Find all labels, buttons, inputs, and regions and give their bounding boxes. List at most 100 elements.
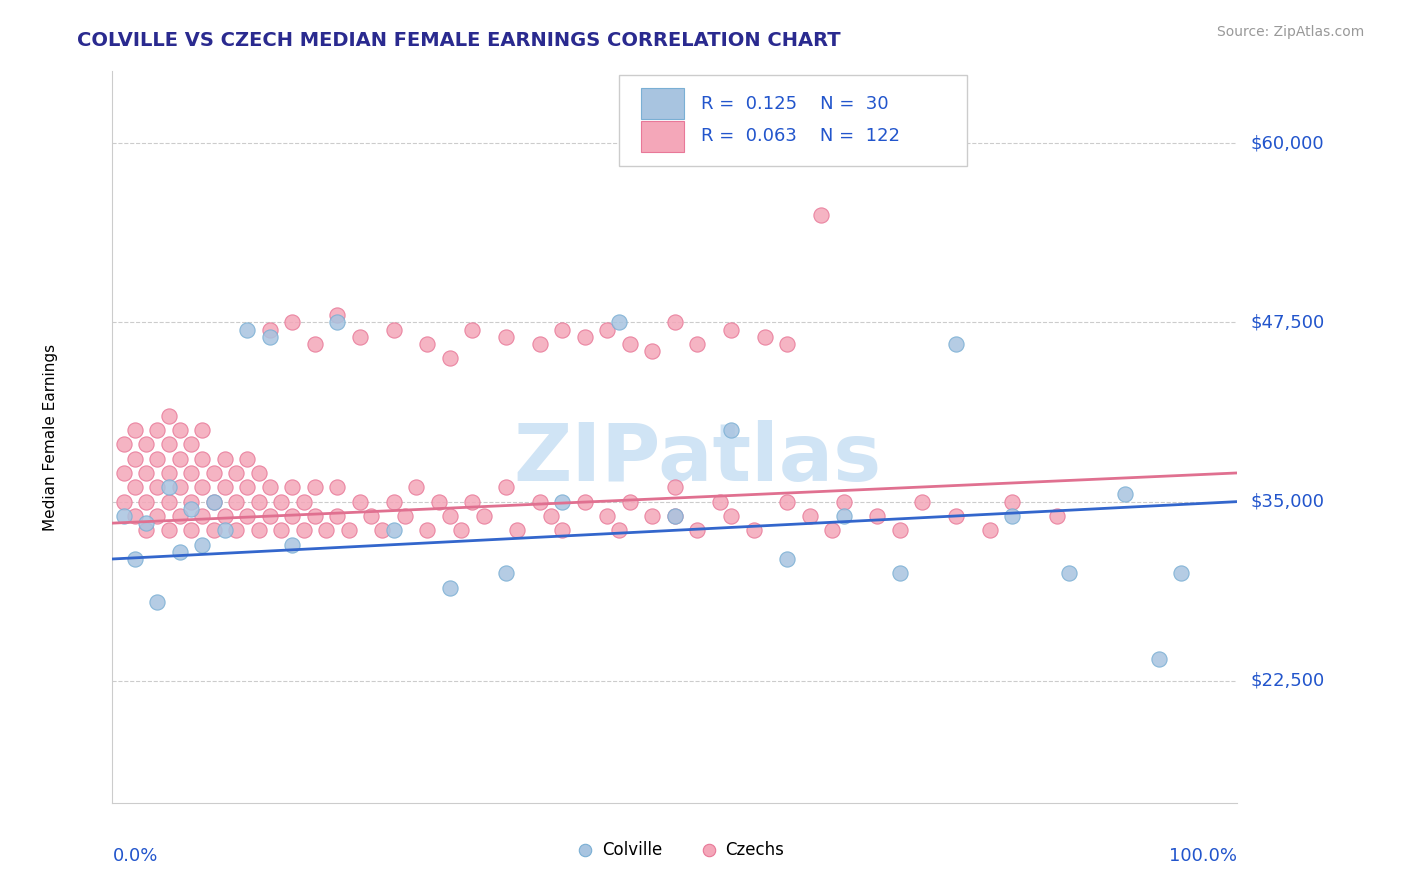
Point	[596, 508, 619, 523]
Point	[574, 329, 596, 343]
Point	[821, 524, 844, 538]
Point	[214, 480, 236, 494]
Point	[461, 494, 484, 508]
Point	[180, 501, 202, 516]
Point	[214, 451, 236, 466]
Point	[292, 524, 315, 538]
Point	[191, 538, 214, 552]
Point	[146, 480, 169, 494]
Point	[259, 322, 281, 336]
Point	[495, 566, 517, 581]
Text: COLVILLE VS CZECH MEDIAN FEMALE EARNINGS CORRELATION CHART: COLVILLE VS CZECH MEDIAN FEMALE EARNINGS…	[77, 31, 841, 50]
Point	[607, 315, 630, 329]
Point	[495, 329, 517, 343]
Text: 0.0%: 0.0%	[112, 847, 157, 864]
Point	[135, 466, 157, 480]
Point	[889, 524, 911, 538]
Point	[169, 423, 191, 437]
Point	[191, 480, 214, 494]
Point	[461, 322, 484, 336]
Point	[247, 466, 270, 480]
Point	[945, 508, 967, 523]
Point	[472, 508, 495, 523]
Point	[326, 508, 349, 523]
Point	[270, 494, 292, 508]
Point	[709, 494, 731, 508]
Point	[326, 308, 349, 322]
Text: Source: ZipAtlas.com: Source: ZipAtlas.com	[1216, 25, 1364, 39]
Point	[776, 552, 799, 566]
Point	[427, 494, 450, 508]
Point	[124, 552, 146, 566]
Point	[202, 466, 225, 480]
Point	[551, 524, 574, 538]
Point	[135, 516, 157, 530]
Point	[214, 524, 236, 538]
Point	[416, 524, 439, 538]
Point	[326, 315, 349, 329]
Point	[641, 344, 664, 359]
Point	[551, 494, 574, 508]
Point	[664, 480, 686, 494]
Point	[1001, 508, 1024, 523]
Point	[495, 480, 517, 494]
Point	[225, 524, 247, 538]
Point	[259, 508, 281, 523]
Point	[135, 437, 157, 451]
Point	[619, 494, 641, 508]
Point	[360, 508, 382, 523]
Point	[146, 595, 169, 609]
Point	[281, 315, 304, 329]
Point	[349, 494, 371, 508]
Point	[394, 508, 416, 523]
Point	[371, 524, 394, 538]
Point	[810, 208, 832, 222]
Text: Colville: Colville	[602, 841, 662, 859]
Point	[574, 494, 596, 508]
Point	[349, 329, 371, 343]
Text: R =  0.125    N =  30: R = 0.125 N = 30	[700, 95, 889, 112]
Text: Median Female Earnings: Median Female Earnings	[44, 343, 58, 531]
Text: $35,000: $35,000	[1251, 492, 1324, 510]
Point	[202, 494, 225, 508]
Point	[124, 508, 146, 523]
Point	[191, 451, 214, 466]
Point	[1046, 508, 1069, 523]
Point	[506, 524, 529, 538]
Point	[157, 494, 180, 508]
Point	[551, 322, 574, 336]
Point	[1057, 566, 1080, 581]
Point	[754, 329, 776, 343]
Point	[112, 494, 135, 508]
Point	[225, 466, 247, 480]
Point	[945, 336, 967, 351]
Text: ZIPatlas: ZIPatlas	[513, 420, 882, 498]
Point	[382, 494, 405, 508]
Point	[236, 508, 259, 523]
Point	[157, 480, 180, 494]
Point	[889, 566, 911, 581]
Point	[686, 524, 709, 538]
Point	[292, 494, 315, 508]
Point	[911, 494, 934, 508]
Point	[979, 524, 1001, 538]
Point	[180, 466, 202, 480]
Point	[382, 524, 405, 538]
Point	[866, 508, 889, 523]
Point	[664, 508, 686, 523]
Bar	[641, 88, 683, 119]
Point	[225, 494, 247, 508]
Point	[169, 480, 191, 494]
Point	[135, 524, 157, 538]
Point	[382, 322, 405, 336]
Point	[112, 466, 135, 480]
Point	[439, 581, 461, 595]
Point	[146, 451, 169, 466]
Point	[776, 336, 799, 351]
Point	[146, 423, 169, 437]
Point	[169, 545, 191, 559]
Point	[124, 451, 146, 466]
Point	[270, 524, 292, 538]
Point	[326, 480, 349, 494]
Point	[337, 524, 360, 538]
